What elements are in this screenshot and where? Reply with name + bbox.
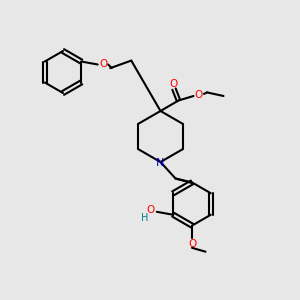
Text: O: O <box>170 79 178 89</box>
Text: O: O <box>146 205 154 215</box>
Text: H: H <box>140 213 148 223</box>
Text: O: O <box>195 89 203 100</box>
Text: O: O <box>99 59 107 69</box>
Text: N: N <box>156 158 165 168</box>
Text: O: O <box>189 239 197 249</box>
